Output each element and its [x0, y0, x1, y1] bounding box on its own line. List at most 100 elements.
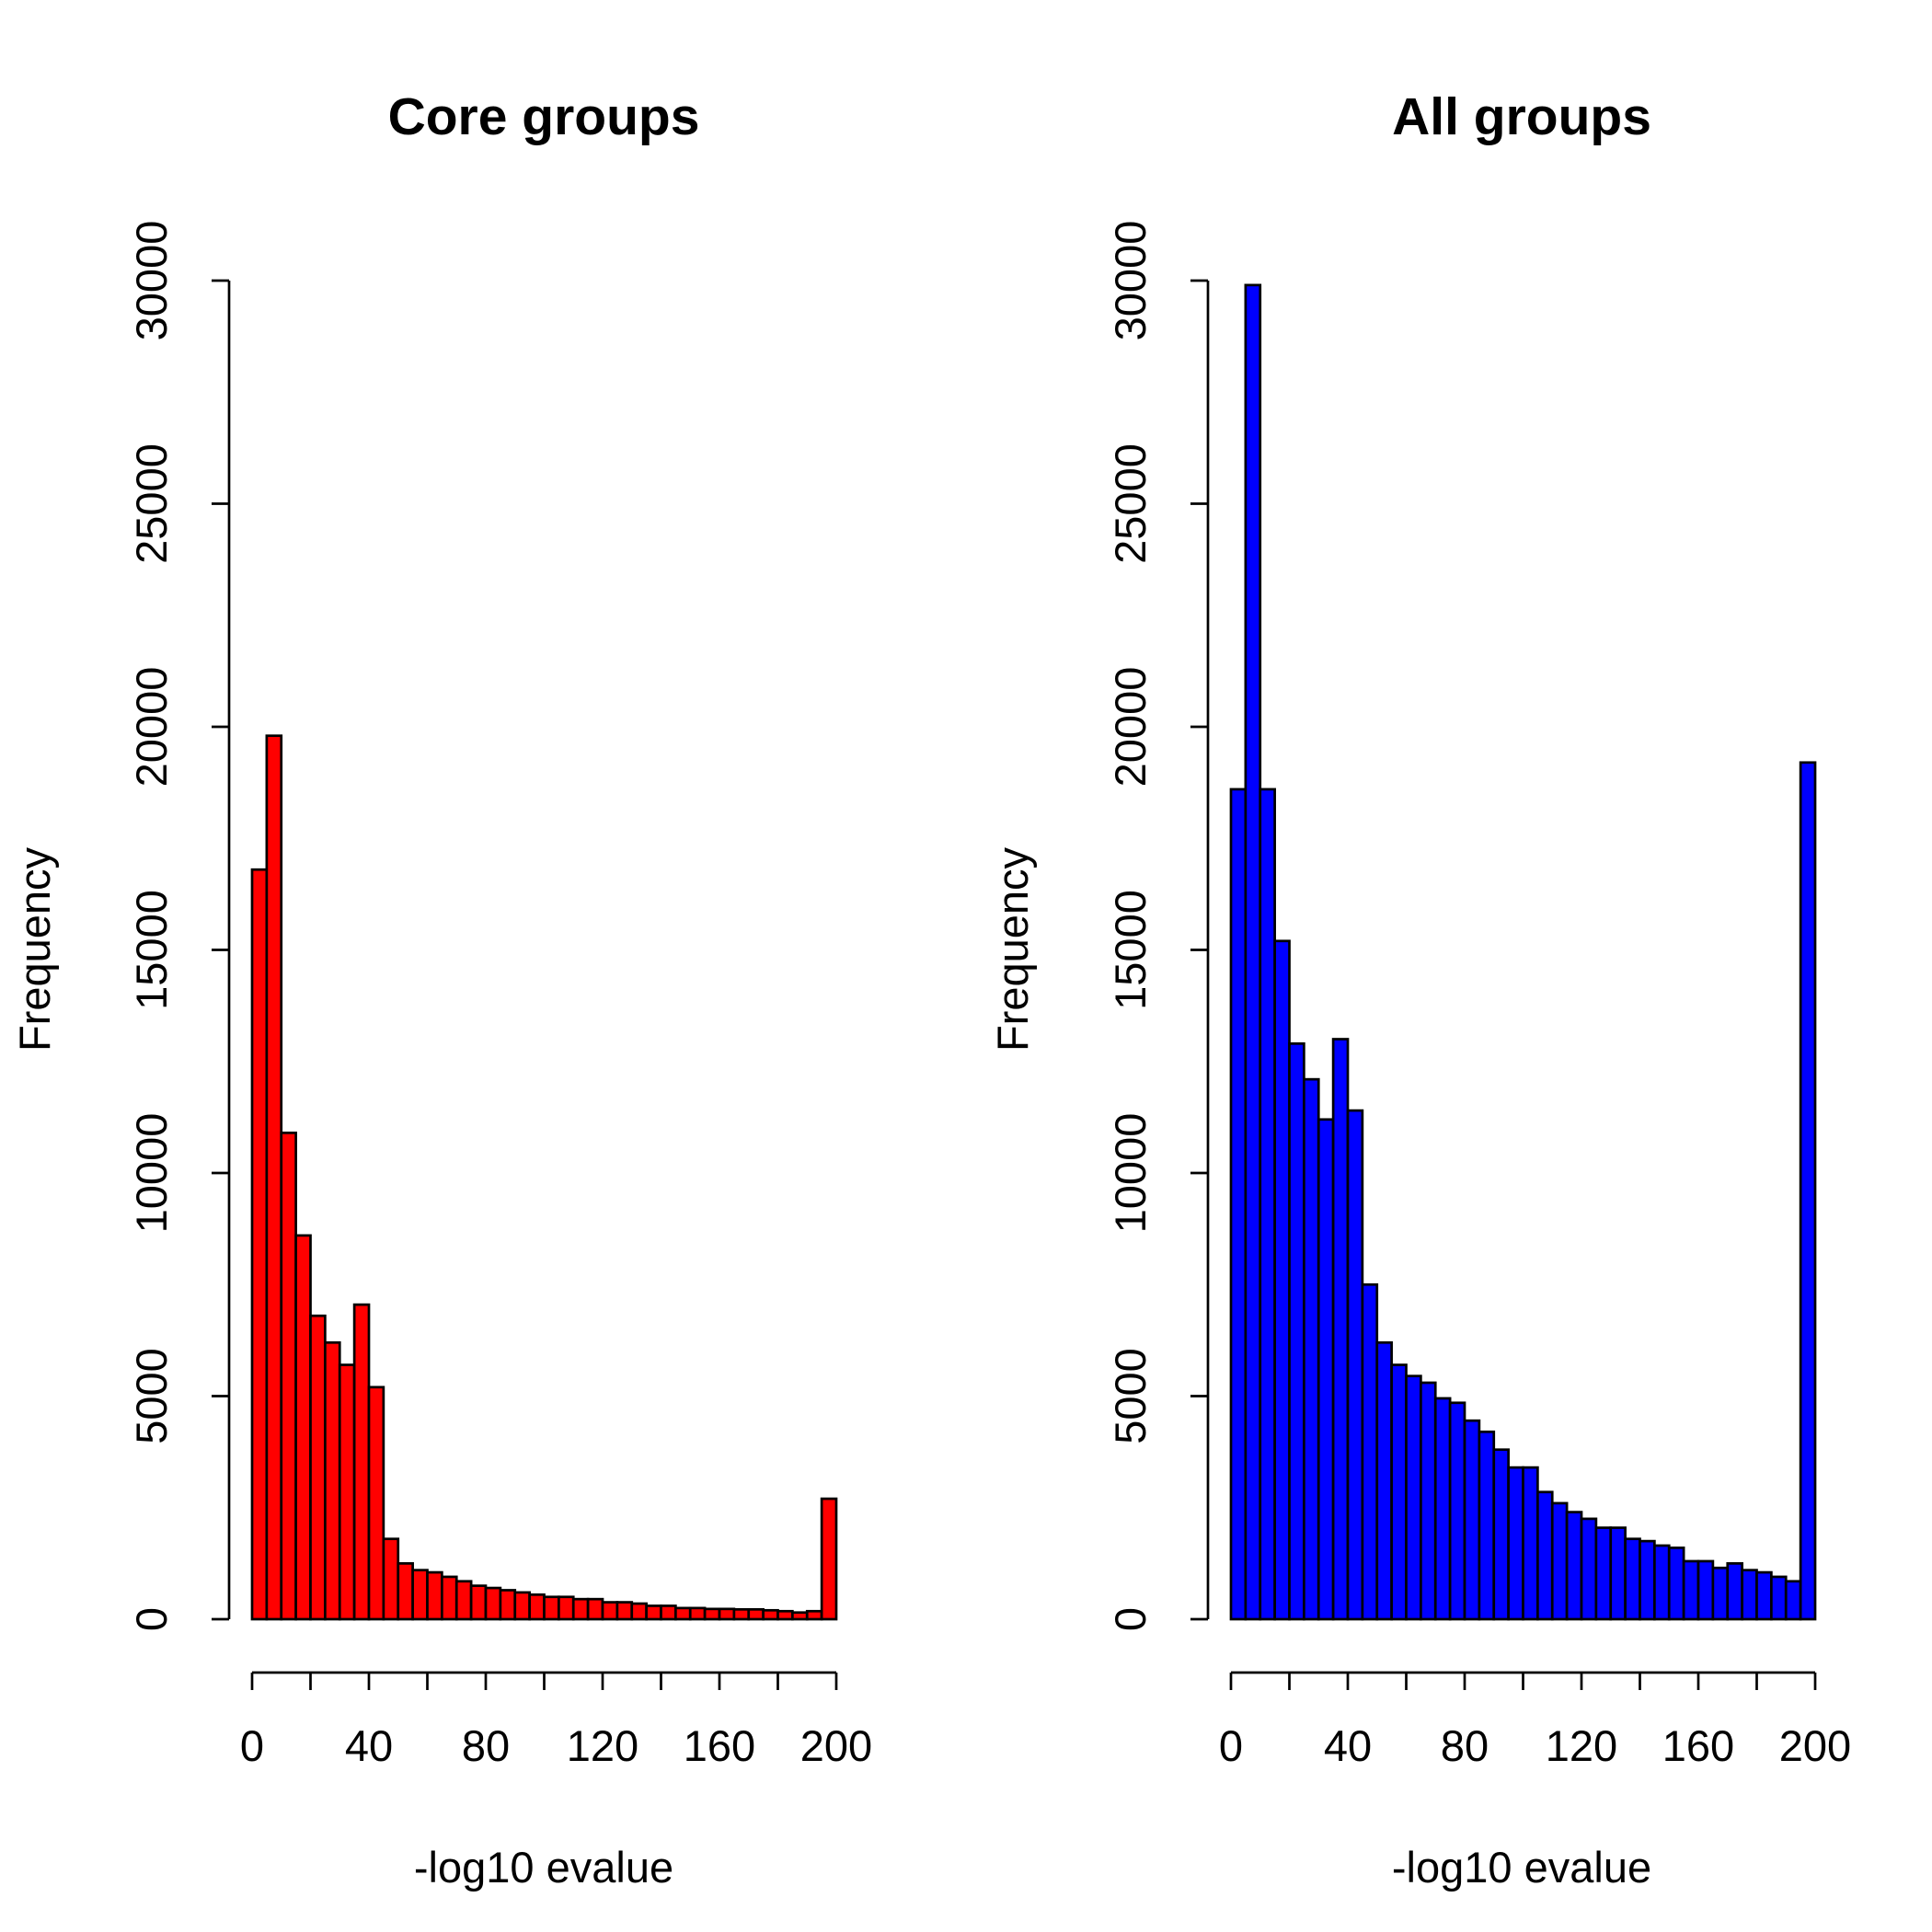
histogram-bar	[1653, 1544, 1671, 1621]
y-tick-label: 10000	[1106, 1113, 1155, 1234]
histogram-bar	[747, 1607, 765, 1621]
histogram-bar	[1478, 1430, 1496, 1621]
histogram-bar	[1624, 1537, 1641, 1621]
histogram-bar	[1550, 1501, 1569, 1621]
histogram-bar	[1288, 1041, 1305, 1621]
histogram-bar	[1259, 788, 1276, 1621]
histogram-bar	[1594, 1526, 1613, 1621]
histogram-bar	[1784, 1580, 1802, 1621]
y-tick-label: 20000	[1106, 667, 1155, 788]
x-tick-label: 160	[1662, 1721, 1734, 1770]
histogram-bar	[1317, 1118, 1335, 1621]
y-tick-label: 10000	[127, 1113, 176, 1234]
histogram-bar	[441, 1575, 458, 1621]
histogram-bar	[484, 1586, 502, 1621]
histogram-bar	[1536, 1490, 1554, 1621]
histogram-bar	[1244, 283, 1262, 1621]
x-tick-label: 0	[1219, 1721, 1243, 1770]
x-tick-label: 40	[345, 1721, 393, 1770]
histogram-bar	[411, 1569, 429, 1621]
histogram-bar	[805, 1609, 823, 1621]
bars	[250, 734, 838, 1621]
y-tick-label: 0	[1106, 1607, 1155, 1631]
histogram-bar	[1799, 761, 1817, 1621]
y-ticks: 0 5000 10000 15000 20000 25000 30000	[127, 221, 229, 1631]
histogram-bar	[382, 1537, 400, 1621]
histogram-bar	[367, 1386, 385, 1621]
all-groups-panel: All groups 0 5000 10000 15000 20000 25000 3000…	[988, 87, 1851, 1892]
histogram-bar	[660, 1604, 677, 1621]
histogram-bar	[1390, 1363, 1408, 1621]
histogram-bar	[1696, 1559, 1715, 1621]
histogram-bar	[558, 1595, 575, 1621]
x-axis-label: -log10 evalue	[414, 1843, 673, 1892]
chart-title: Core groups	[388, 87, 700, 146]
histogram-bar	[324, 1340, 341, 1621]
histogram-bar	[265, 734, 283, 1621]
histogram-bar	[732, 1607, 751, 1621]
histogram-bar	[1667, 1547, 1685, 1621]
histogram-bar	[718, 1607, 736, 1621]
histogram-bar	[1361, 1282, 1379, 1621]
x-tick-label: 120	[567, 1721, 638, 1770]
histogram-bar	[1639, 1539, 1656, 1621]
histogram-bar	[309, 1314, 327, 1621]
x-tick-label: 0	[240, 1721, 264, 1770]
x-tick-label: 200	[1779, 1721, 1851, 1770]
x-tick-label: 120	[1546, 1721, 1617, 1770]
histogram-bar	[1741, 1569, 1758, 1621]
y-tick-label: 25000	[127, 443, 176, 564]
histogram-bar	[1303, 1077, 1320, 1621]
histogram-bar	[820, 1497, 838, 1621]
histogram-bar	[1331, 1038, 1350, 1621]
y-tick-label: 15000	[1106, 890, 1155, 1010]
y-tick-label: 0	[127, 1607, 176, 1631]
x-tick-label: 40	[1324, 1721, 1372, 1770]
histogram-bar	[454, 1580, 473, 1621]
x-tick-label: 200	[800, 1721, 872, 1770]
chart-title: All groups	[1392, 87, 1651, 146]
histogram-bar	[352, 1303, 371, 1621]
core-groups-panel: Core groups 0 5000 10000 15000 20000 25000 300…	[10, 87, 872, 1892]
histogram-bar	[1711, 1566, 1730, 1621]
histogram-bar	[513, 1591, 531, 1621]
x-ticks: 0 40 80 120 160 200	[1219, 1673, 1851, 1770]
histogram-bar	[397, 1562, 414, 1621]
histogram-bar	[1726, 1562, 1743, 1621]
histogram-bar	[586, 1597, 604, 1621]
histogram-bar	[688, 1606, 707, 1621]
histogram-bar	[499, 1589, 517, 1621]
histogram-bar	[615, 1601, 634, 1621]
x-ticks: 0 40 80 120 160 200	[240, 1673, 872, 1770]
histogram-bar	[1492, 1448, 1510, 1621]
histogram-bar	[630, 1602, 648, 1621]
histogram-bar	[571, 1597, 590, 1621]
y-tick-label: 30000	[127, 221, 176, 341]
y-tick-label: 5000	[1106, 1348, 1155, 1444]
histogram-bar	[1770, 1575, 1788, 1621]
y-tick-label: 20000	[127, 667, 176, 788]
x-axis-label: -log10 evalue	[1392, 1843, 1651, 1892]
y-tick-label: 5000	[127, 1348, 176, 1444]
y-axis-label: Frequency	[10, 846, 59, 1052]
histogram-bar	[703, 1607, 721, 1621]
histogram-bar	[1755, 1570, 1773, 1621]
histogram-bar	[1229, 788, 1248, 1621]
histogram-bar	[294, 1234, 312, 1621]
histogram-bar	[528, 1593, 546, 1621]
histogram-bar	[1448, 1401, 1466, 1621]
histogram-bar	[1273, 939, 1291, 1621]
histogram-bar	[426, 1570, 443, 1621]
histogram-bar	[776, 1609, 794, 1621]
histogram-bar	[1565, 1511, 1583, 1621]
histogram-bar	[338, 1363, 356, 1621]
histogram-bar	[280, 1131, 297, 1621]
histogram-bar	[1507, 1466, 1524, 1621]
histogram-bar	[1463, 1419, 1481, 1621]
y-tick-label: 25000	[1106, 443, 1155, 564]
y-ticks: 0 5000 10000 15000 20000 25000 30000	[1106, 221, 1208, 1631]
histogram-bar	[674, 1606, 692, 1621]
histogram-bar	[762, 1608, 779, 1621]
